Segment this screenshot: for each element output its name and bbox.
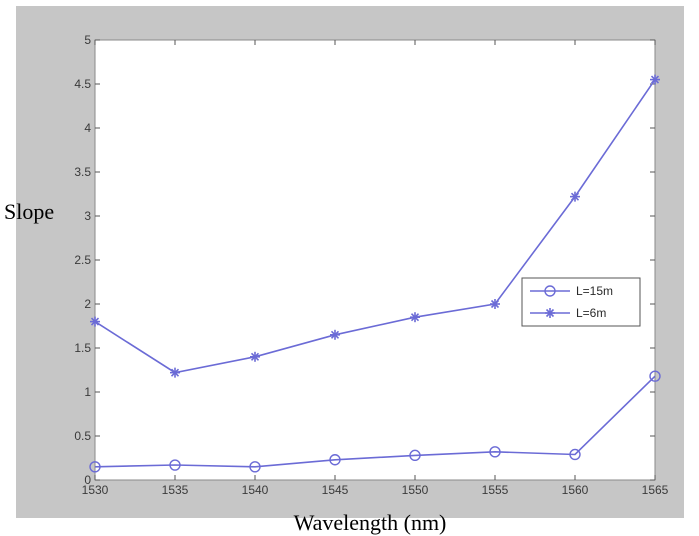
plot-area — [94, 39, 656, 481]
series-line-l-6m — [94, 79, 656, 374]
data-point-l-15m — [329, 454, 341, 466]
x-tick-label: 1530 — [82, 483, 109, 497]
x-tick-label: 1565 — [642, 483, 669, 497]
data-point-l-6m — [330, 329, 340, 340]
legend-marker-l-6m — [545, 308, 555, 318]
data-point-l-6m — [90, 316, 100, 327]
y-tick-label: 4 — [84, 121, 91, 135]
x-tick-label: 1555 — [482, 483, 509, 497]
y-tick-label: 0 — [84, 473, 91, 487]
legend-label-l-6m: L=6m — [576, 306, 606, 320]
data-point-l-6m — [410, 312, 420, 323]
data-point-l-15m — [169, 459, 181, 471]
y-tick-label: 2 — [84, 297, 91, 311]
y-tick-label: 3.5 — [74, 165, 91, 179]
y-tick-label: 0.5 — [74, 429, 91, 443]
y-tick-label: 4.5 — [74, 77, 91, 91]
series-line-l-15m — [94, 375, 656, 468]
x-tick-label: 1550 — [402, 483, 429, 497]
data-point-l-15m — [409, 449, 421, 462]
x-tick-label: 1560 — [562, 483, 589, 497]
legend-marker-l-15m — [544, 285, 556, 297]
y-tick-label: 5 — [84, 33, 91, 47]
data-point-l-6m — [570, 191, 580, 202]
axes: 0 0.5 1 1.5 2 2.5 3 3.5 4 4.5 5 1530 1535 1540 1545 155… — [74, 33, 668, 497]
data-point-l-15m — [249, 461, 261, 473]
legend: L=15m L=6m — [521, 277, 641, 327]
x-tick-label: 1545 — [322, 483, 349, 497]
data-point-l-6m — [170, 367, 180, 378]
axis-titles: Wavelength (nm) Slope — [4, 199, 446, 535]
data-point-l-15m — [649, 370, 661, 382]
data-point-l-6m — [250, 351, 260, 362]
data-point-l-15m — [89, 461, 101, 473]
x-axis-title: Wavelength (nm) — [294, 510, 447, 535]
y-tick-label: 3 — [84, 209, 91, 223]
x-tick-label: 1540 — [242, 483, 269, 497]
legend-box — [521, 277, 641, 327]
y-tick-label: 2.5 — [74, 253, 91, 267]
x-tick-label: 1535 — [162, 483, 189, 497]
y-axis-title: Slope — [4, 199, 54, 224]
data-point-l-15m — [489, 446, 501, 458]
data-point-l-15m — [569, 448, 581, 461]
legend-label-l-15m: L=15m — [576, 284, 613, 298]
y-tick-label: 1 — [84, 385, 91, 399]
data-point-l-6m — [650, 74, 660, 85]
y-tick-label: 1.5 — [74, 341, 91, 355]
data-point-l-6m — [490, 299, 500, 309]
series-layer — [89, 74, 661, 473]
